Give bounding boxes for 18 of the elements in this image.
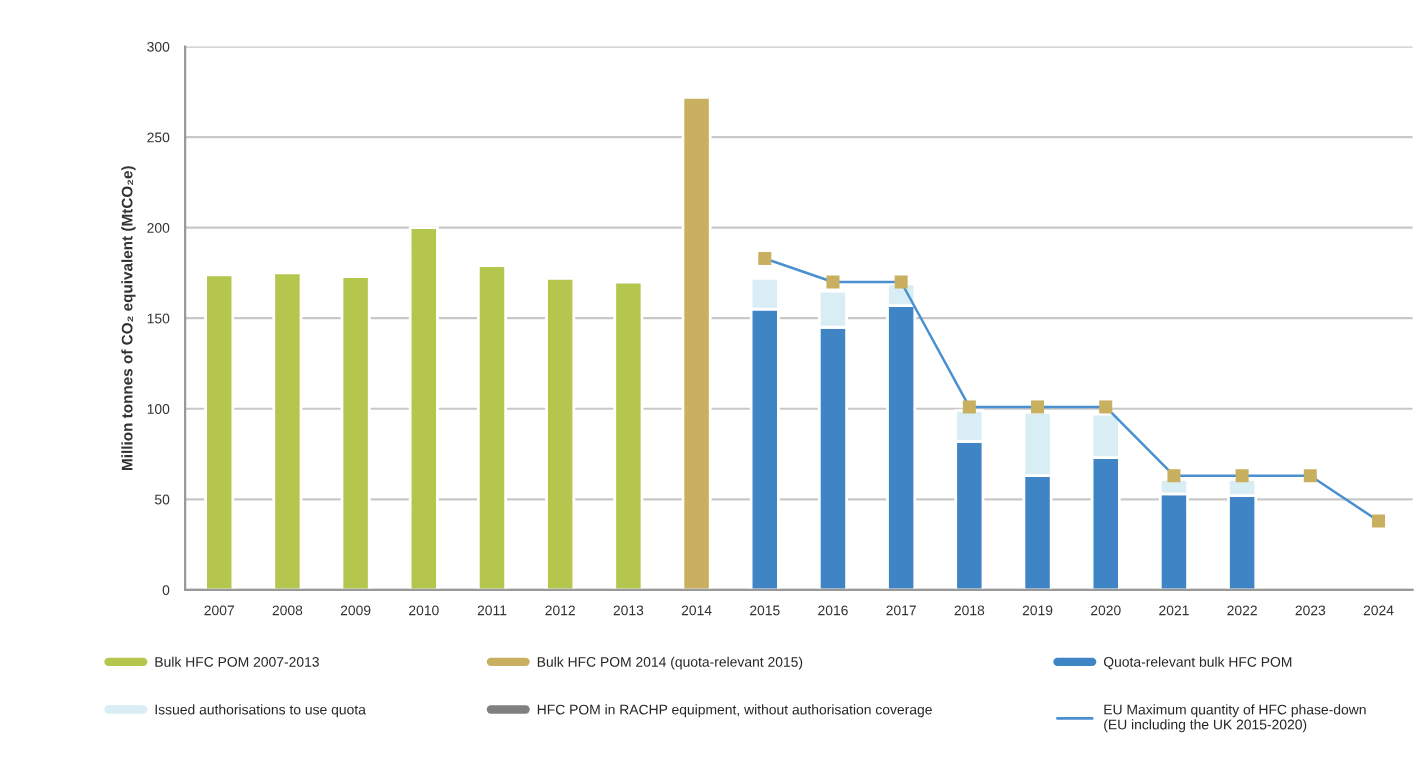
- point: [894, 275, 908, 289]
- bar: [613, 280, 644, 590]
- point: [1372, 514, 1386, 528]
- bar: [681, 95, 712, 590]
- point: [826, 275, 840, 289]
- point: [758, 251, 772, 265]
- point: [1303, 469, 1317, 483]
- point: [962, 400, 976, 414]
- bar: [204, 273, 235, 590]
- point: [1167, 469, 1181, 483]
- bar: [545, 276, 576, 590]
- bar: [272, 271, 303, 590]
- point: [1235, 469, 1249, 483]
- bar: [476, 264, 508, 590]
- bar: [408, 226, 439, 590]
- point: [1031, 400, 1045, 414]
- point: [1099, 400, 1113, 414]
- bar: [340, 275, 371, 590]
